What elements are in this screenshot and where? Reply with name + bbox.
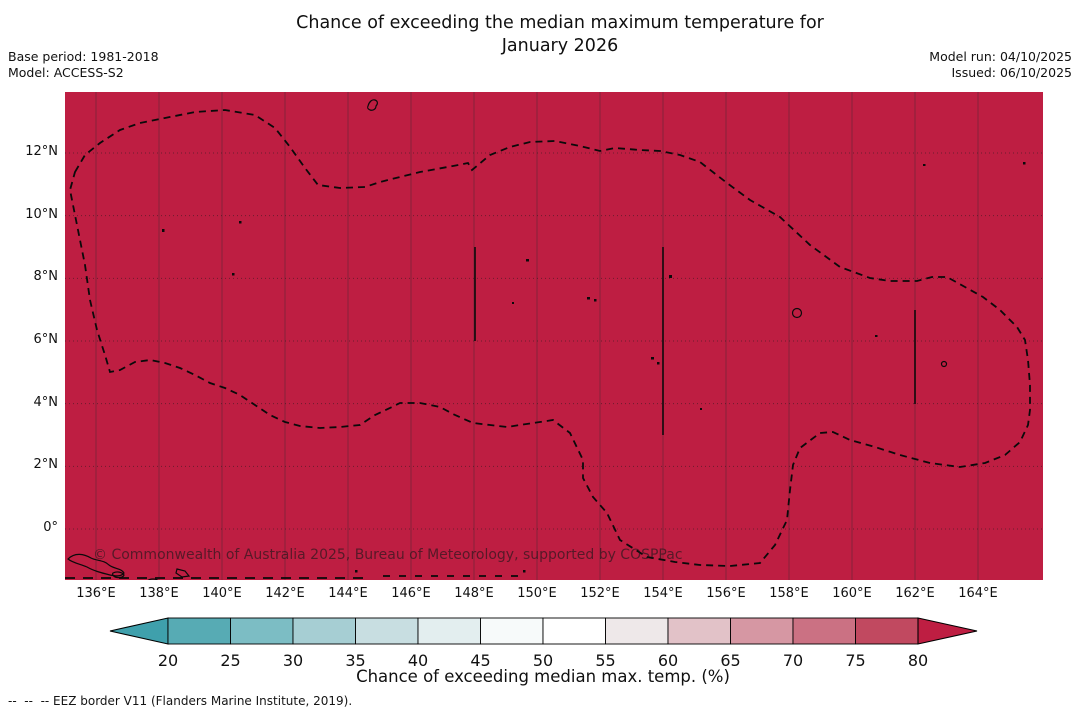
chart-title: Chance of exceeding the median maximum t… xyxy=(60,12,1060,58)
x-tick-label: 158°E xyxy=(769,586,809,601)
bottom-eez-dashes xyxy=(65,575,520,579)
island-outlines xyxy=(67,99,948,580)
x-tick-label: 160°E xyxy=(832,586,872,601)
x-tick-label: 136°E xyxy=(76,586,116,601)
colorbar-tick-label: 40 xyxy=(408,651,428,670)
meta-right: Model run: 04/10/2025 Issued: 06/10/2025 xyxy=(929,49,1072,82)
y-tick-label: 8°N xyxy=(33,269,59,285)
issued-label: Issued: 06/10/2025 xyxy=(951,65,1073,81)
colorbar-segment xyxy=(855,617,919,645)
colorbar-tick-label: 25 xyxy=(220,651,240,670)
map-overlay xyxy=(65,92,1043,580)
map-canvas: © Commonwealth of Australia 2025, Bureau… xyxy=(65,92,1043,580)
model-run-label: Model run: 04/10/2025 xyxy=(929,49,1072,64)
colorbar-segment xyxy=(667,617,731,645)
png-island-3 xyxy=(147,578,159,580)
x-tick-label: 150°E xyxy=(517,586,557,601)
colorbar-over-arrow xyxy=(917,617,978,645)
y-tick-label: 0° xyxy=(43,520,58,536)
colorbar: 20 25 30 35 40 45 50 55 60 65 70 75 80 xyxy=(109,617,978,670)
colorbar-segment xyxy=(292,617,356,645)
colorbar-segment xyxy=(792,617,856,645)
x-tick-label: 144°E xyxy=(328,586,368,601)
x-tick-label: 142°E xyxy=(265,586,305,601)
eez-border-dashed xyxy=(69,109,1031,567)
chart-title-line2: January 2026 xyxy=(501,36,619,57)
colorbar-segment xyxy=(230,617,294,645)
meta-left: Base period: 1981-2018 Model: ACCESS-S2 xyxy=(8,49,159,82)
png-coastline xyxy=(67,553,125,577)
x-tick-label: 162°E xyxy=(895,586,935,601)
model-label: Model: ACCESS-S2 xyxy=(8,65,124,81)
x-tick-label: 164°E xyxy=(958,586,998,601)
colorbar-tick-label: 20 xyxy=(158,651,178,670)
png-island-4 xyxy=(175,568,191,578)
colorbar-tick-label: 75 xyxy=(845,651,865,670)
pohnpei-outline xyxy=(791,307,803,319)
small-island-specks xyxy=(162,162,1026,573)
copyright-watermark: © Commonwealth of Australia 2025, Bureau… xyxy=(93,547,683,563)
colorbar-tick-label: 45 xyxy=(470,651,490,670)
colorbar-segment xyxy=(417,617,481,645)
colorbar-segment xyxy=(355,617,419,645)
guam-outline xyxy=(367,99,378,111)
colorbar-segment xyxy=(542,617,606,645)
colorbar-tick-label: 65 xyxy=(720,651,740,670)
y-tick-label: 10°N xyxy=(25,206,58,222)
x-tick-label: 138°E xyxy=(139,586,179,601)
x-tick-label: 148°E xyxy=(454,586,494,601)
colorbar-segment xyxy=(480,617,544,645)
x-tick-label: 156°E xyxy=(706,586,746,601)
chart-title-line1: Chance of exceeding the median maximum t… xyxy=(296,13,824,33)
colorbar-segment xyxy=(730,617,794,645)
x-tick-label: 140°E xyxy=(202,586,242,601)
x-tick-label: 146°E xyxy=(391,586,431,601)
png-island-2 xyxy=(112,571,125,579)
colorbar-tick-label: 50 xyxy=(533,651,553,670)
colorbar-segment xyxy=(605,617,669,645)
colorbar-tick-label: 60 xyxy=(658,651,678,670)
kosrae-outline xyxy=(940,360,948,368)
base-period-label: Base period: 1981-2018 xyxy=(8,49,159,64)
colorbar-tick-label: 35 xyxy=(345,651,365,670)
colorbar-segment xyxy=(167,617,231,645)
internal-eez-boundaries xyxy=(474,247,916,435)
y-tick-label: 2°N xyxy=(33,457,59,473)
colorbar-tick-label: 70 xyxy=(783,651,803,670)
y-tick-label: 6°N xyxy=(33,332,59,347)
x-tick-label: 152°E xyxy=(580,586,620,601)
colorbar-under-arrow xyxy=(109,617,169,645)
y-tick-label: 12°N xyxy=(25,144,58,159)
colorbar-tick-label: 55 xyxy=(595,651,615,670)
map-gridlines xyxy=(65,92,1043,580)
eez-footnote: -- -- -- EEZ border V11 (Flanders Marine… xyxy=(8,694,353,708)
colorbar-label: Chance of exceeding median max. temp. (%… xyxy=(356,667,730,686)
colorbar-tick-label: 80 xyxy=(908,651,928,670)
x-tick-label: 154°E xyxy=(643,586,683,601)
y-tick-label: 4°N xyxy=(33,394,59,410)
colorbar-tick-label: 30 xyxy=(283,651,303,670)
